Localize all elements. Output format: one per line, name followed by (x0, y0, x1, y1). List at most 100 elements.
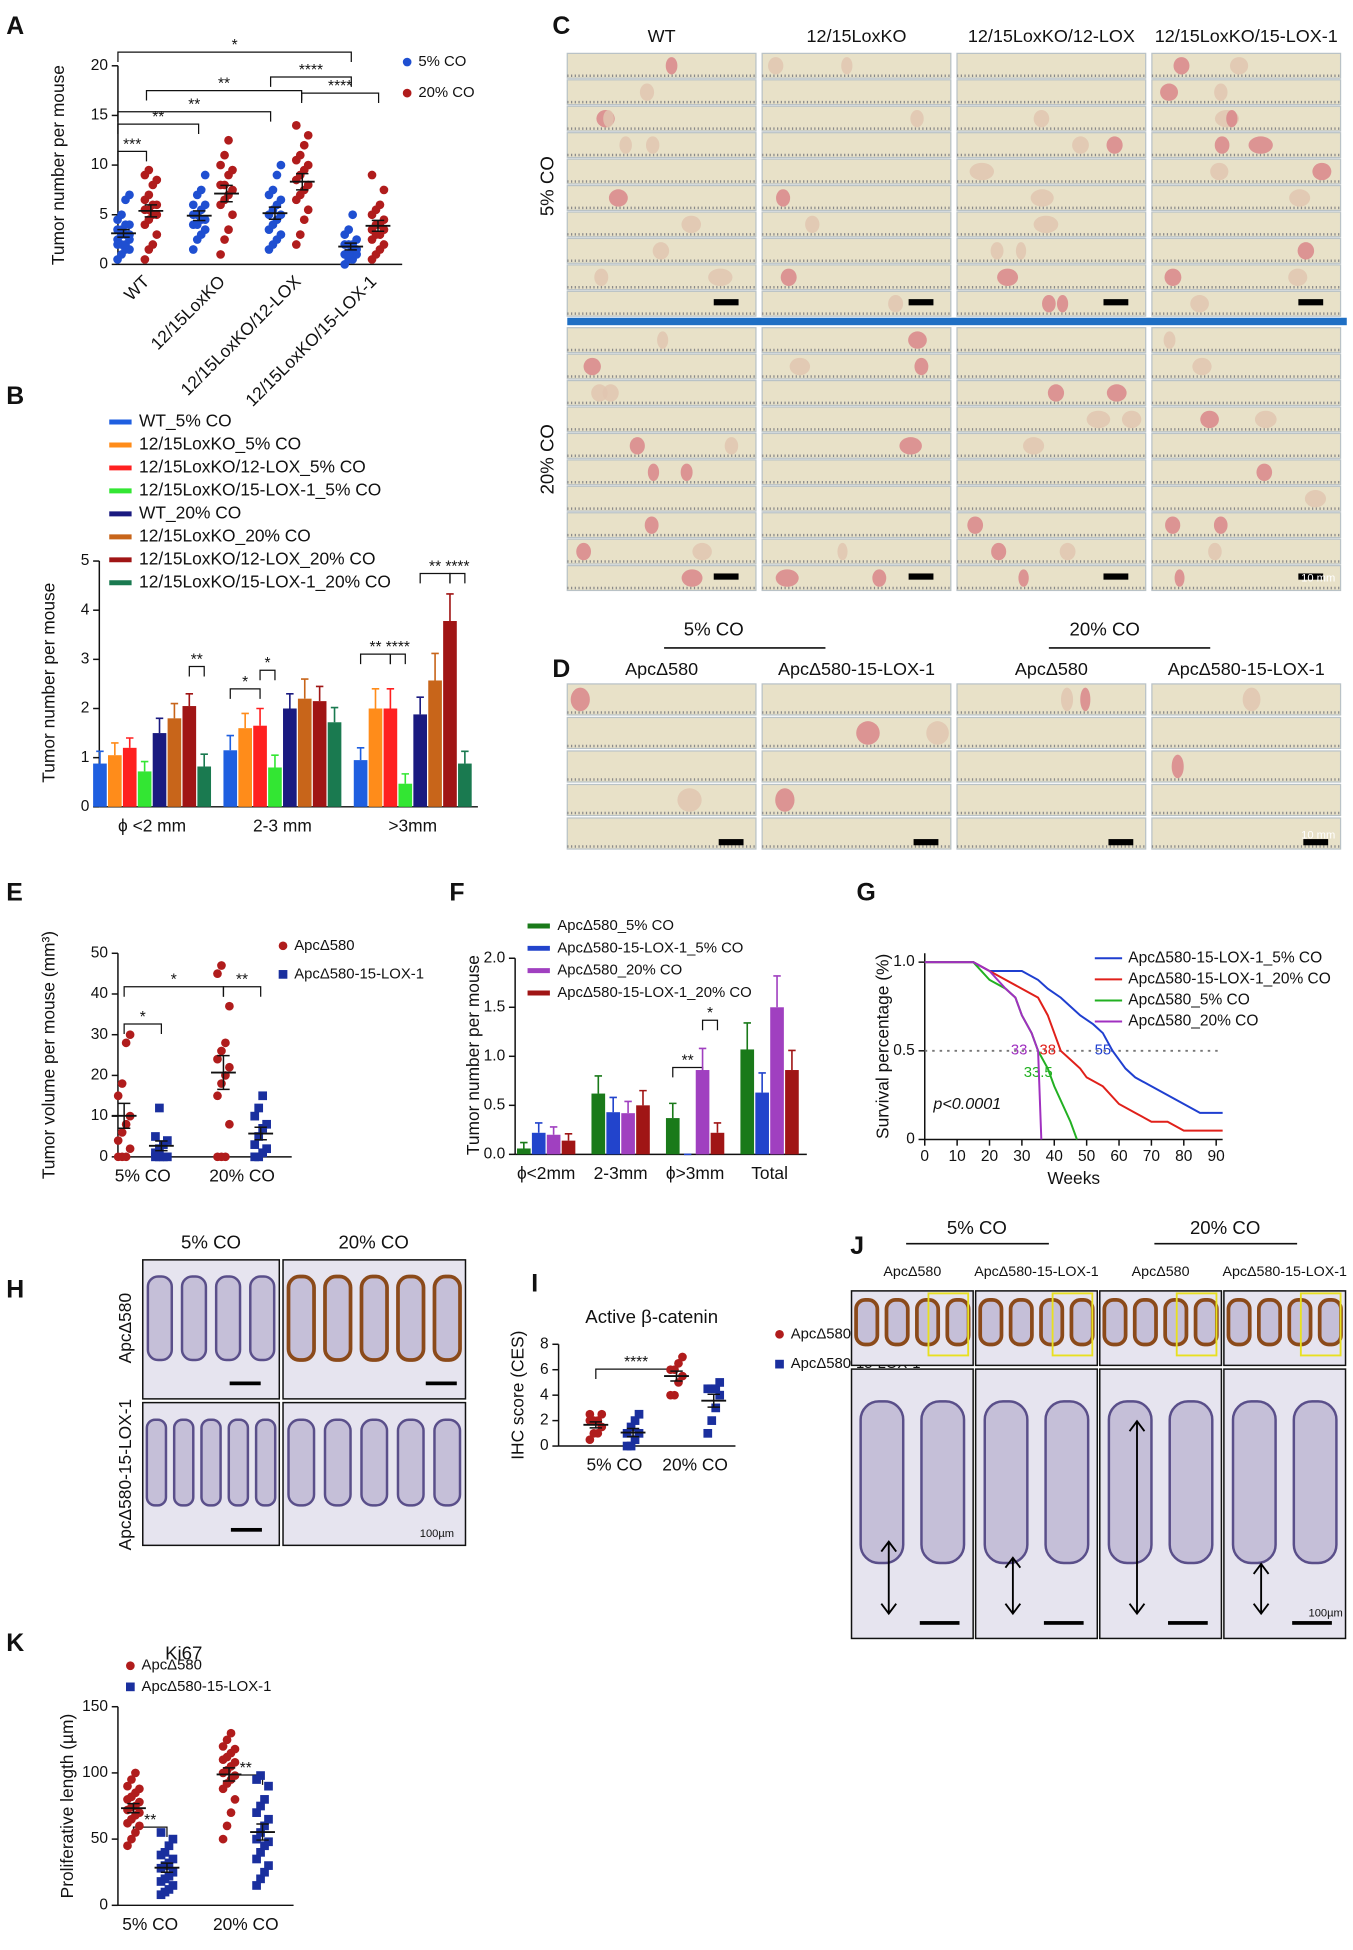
scale-bar (908, 299, 934, 306)
tissue-strip (956, 432, 1147, 459)
polyp (789, 357, 811, 376)
tissue-strip (566, 485, 757, 512)
x-tick-label: 12/15LoxKO (147, 271, 229, 353)
legend-marker (775, 1329, 784, 1339)
data-point (678, 1352, 687, 1362)
polyp (1059, 542, 1076, 561)
significance-bracket (117, 111, 272, 122)
error-bar (256, 707, 264, 726)
polyp (1192, 357, 1212, 376)
y-tick-label: 30 (91, 1026, 109, 1043)
scale-bar (230, 1527, 262, 1532)
data-point (200, 225, 210, 234)
tissue-strip (566, 79, 757, 106)
data-point (367, 170, 377, 180)
data-point (224, 225, 233, 234)
data-point (276, 195, 286, 205)
tissue-strip (761, 406, 952, 433)
significance-label: **** (624, 1354, 648, 1371)
polyp (1033, 109, 1050, 128)
polyp (768, 57, 784, 75)
y-tick-label: 4 (81, 601, 90, 618)
data-point (585, 1435, 595, 1445)
y-tick-label: 1.5 (484, 998, 506, 1015)
data-point (707, 1416, 717, 1425)
data-point (597, 1409, 607, 1419)
error-bar (669, 1102, 677, 1119)
data-point (140, 255, 150, 264)
significance-label: * (140, 1009, 146, 1026)
median-label: 55 (1095, 1043, 1112, 1059)
x-tick-label: 12/15LoxKO/15-LOX-1 (241, 271, 380, 410)
data-point (152, 230, 162, 239)
data-point (670, 1390, 679, 1400)
group-header: 20% CO (1070, 618, 1140, 639)
data-point (252, 1834, 261, 1844)
legend-label: ApcΔ580_5% CO (1128, 992, 1250, 1009)
crypt (1132, 1297, 1158, 1347)
data-point (200, 170, 210, 180)
data-point (711, 1403, 721, 1413)
data-point (258, 1091, 268, 1101)
data-point (125, 220, 134, 230)
bar (413, 714, 428, 807)
sem-bar (193, 210, 206, 222)
data-point (264, 1837, 273, 1847)
polyp (594, 268, 609, 286)
row-label: ApcΔ580-15-LOX-1 (115, 1399, 135, 1551)
data-point (168, 1881, 178, 1890)
data-point (216, 160, 225, 170)
polyp (1173, 57, 1190, 75)
significance-bracket (701, 1019, 719, 1031)
scale-bar (913, 839, 939, 846)
data-point (117, 1128, 127, 1137)
y-axis-title: Tumor number per mouse (38, 583, 58, 783)
data-point (144, 190, 154, 200)
data-point (674, 1359, 683, 1368)
polyp (1015, 242, 1027, 260)
legend-marker (278, 970, 288, 979)
scale-bar (1043, 1621, 1084, 1625)
sem-bar (127, 1802, 140, 1814)
x-tick-label: 20% CO (662, 1455, 728, 1475)
y-tick-label: 2.0 (484, 949, 506, 966)
data-point (164, 1841, 174, 1851)
data-point (168, 1854, 178, 1864)
legend-label: ApcΔ580-15-LOX-1_20% CO (557, 985, 751, 1001)
polyp (1086, 410, 1111, 429)
chart-title: Ki67 (165, 1643, 202, 1664)
polyp (780, 268, 797, 286)
crypt (287, 1418, 316, 1507)
y-tick-label: 50 (91, 1830, 109, 1847)
polyp (1165, 516, 1181, 534)
y-tick-label: 1 (81, 749, 90, 766)
crypt (978, 1297, 1004, 1347)
data-point (379, 240, 389, 249)
x-tick-label: ϕ<2mm (517, 1163, 575, 1183)
significance-bracket (301, 92, 380, 104)
tissue-strip (1151, 327, 1342, 354)
data-point (113, 1091, 123, 1101)
bar (182, 706, 197, 807)
tissue-strip (956, 750, 1147, 783)
tissue-strip (956, 52, 1147, 79)
y-tick-label: 100 (82, 1764, 108, 1781)
polyp (899, 437, 922, 455)
bar (710, 1132, 725, 1155)
y-tick-label: 50 (91, 944, 109, 961)
tissue-strip (761, 538, 952, 565)
data-point (295, 150, 305, 160)
error-bar (226, 734, 234, 751)
tissue-strip (1151, 716, 1342, 750)
crypt (1168, 1400, 1214, 1565)
bar (636, 1105, 650, 1155)
x-tick-label: 0 (920, 1148, 929, 1165)
crypt (433, 1418, 462, 1507)
data-point (188, 245, 198, 254)
annotation: p<0.0001 (932, 1095, 1001, 1113)
data-point (634, 1409, 644, 1419)
data-point (230, 1771, 240, 1780)
crypt (1317, 1297, 1343, 1347)
sem-bar (220, 184, 233, 203)
tissue-strip (956, 716, 1147, 750)
